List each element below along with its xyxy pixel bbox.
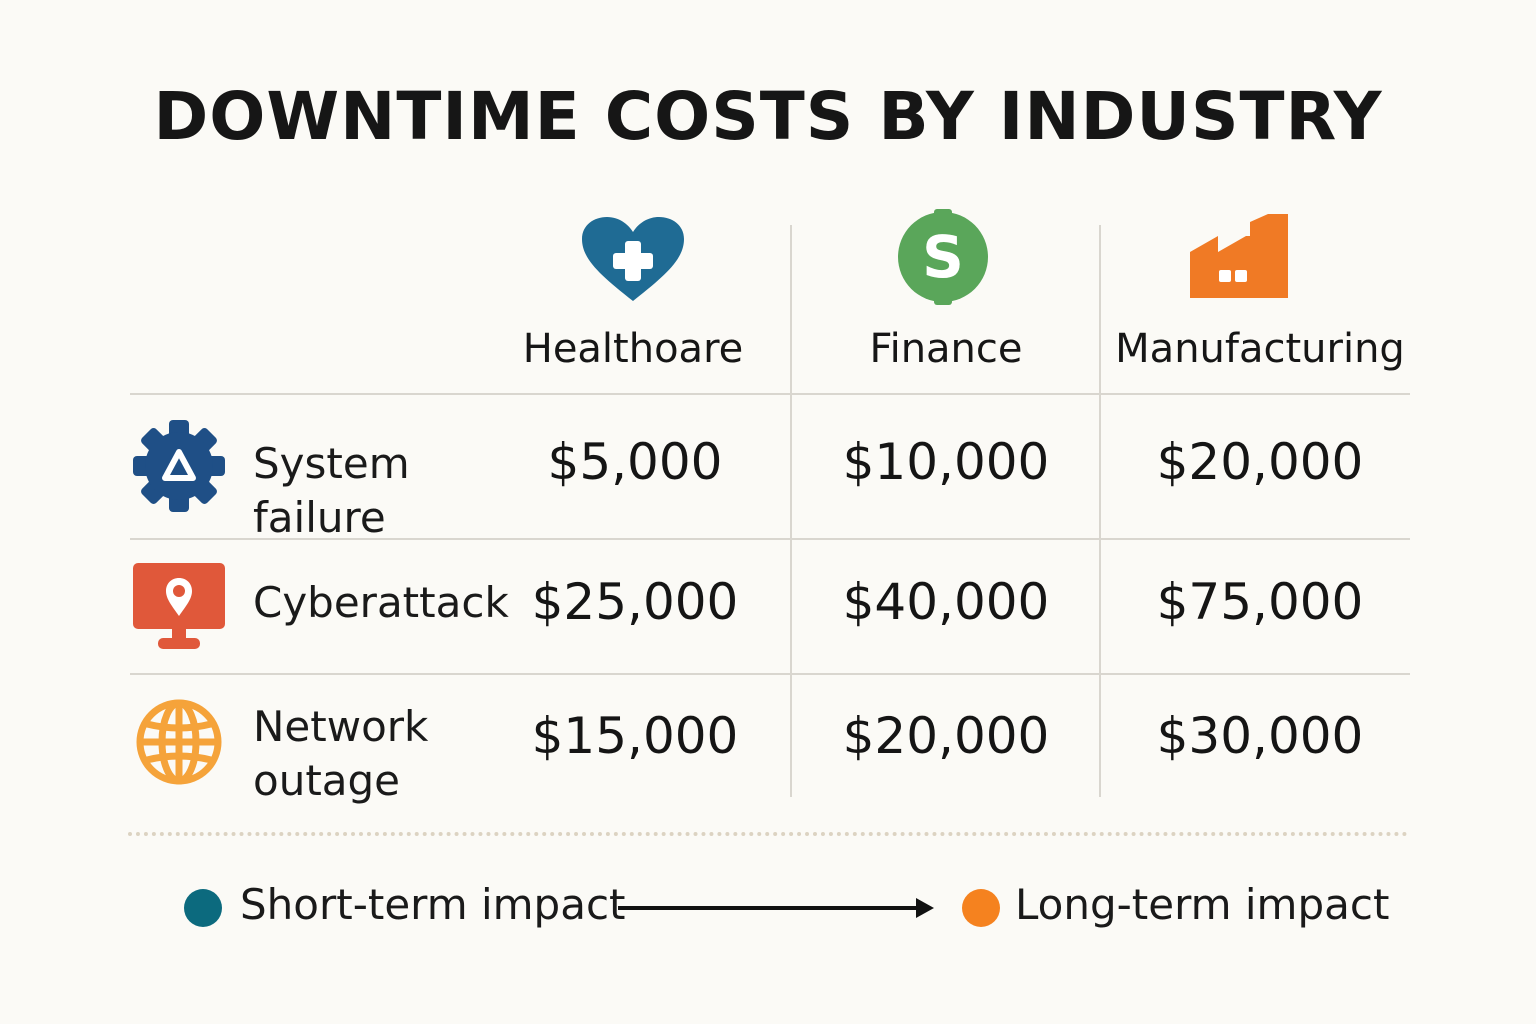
cell-cyberattack-manufacturing: $75,000: [1156, 573, 1364, 631]
column-divider: [790, 225, 792, 797]
header-divider: [130, 393, 1410, 395]
row-label-line: outage: [253, 756, 401, 805]
heart-plus-icon: [580, 215, 686, 307]
row-label-line: Cyberattack: [253, 578, 509, 627]
monitor-pin-icon: [132, 562, 226, 656]
row-label-cyberattack: Cyberattack: [253, 576, 509, 630]
column-header-manufacturing: Manufacturing: [1115, 326, 1405, 372]
column-header-finance: Finance: [869, 326, 1023, 372]
cell-system-failure-finance: $10,000: [842, 433, 1050, 491]
cell-cyberattack-healthcare: $25,000: [531, 573, 739, 631]
short-term-legend-dot: [184, 889, 222, 927]
cell-network-outage-finance: $20,000: [842, 707, 1050, 765]
short-term-legend-label: Short-term impact: [240, 880, 626, 929]
row-divider: [130, 673, 1410, 675]
long-term-legend-dot: [962, 889, 1000, 927]
dotted-divider: [128, 832, 1408, 836]
cell-system-failure-manufacturing: $20,000: [1156, 433, 1364, 491]
svg-text:S: S: [922, 223, 964, 291]
arrow-right-icon: [618, 894, 936, 926]
row-label-line: failure: [253, 493, 386, 542]
cell-network-outage-manufacturing: $30,000: [1156, 707, 1364, 765]
long-term-legend-label: Long-term impact: [1015, 880, 1390, 929]
column-divider: [1099, 225, 1101, 797]
row-label-line: System: [253, 439, 410, 488]
gear-alert-icon: [131, 418, 227, 518]
row-divider: [130, 538, 1410, 540]
row-label-network-outage: Network outage: [253, 700, 428, 808]
column-header-healthcare: Healthoare: [522, 326, 744, 372]
globe-icon: [135, 698, 223, 790]
cell-cyberattack-finance: $40,000: [842, 573, 1050, 631]
page-title: DOWNTIME COSTS BY INDUSTRY: [153, 78, 1383, 155]
cell-system-failure-healthcare: $5,000: [547, 433, 723, 491]
row-label-line: Network: [253, 702, 429, 751]
dollar-coin-icon: S: [896, 207, 990, 311]
factory-icon: [1188, 212, 1292, 306]
row-label-system-failure: System failure: [253, 437, 410, 545]
cell-network-outage-healthcare: $15,000: [531, 707, 739, 765]
